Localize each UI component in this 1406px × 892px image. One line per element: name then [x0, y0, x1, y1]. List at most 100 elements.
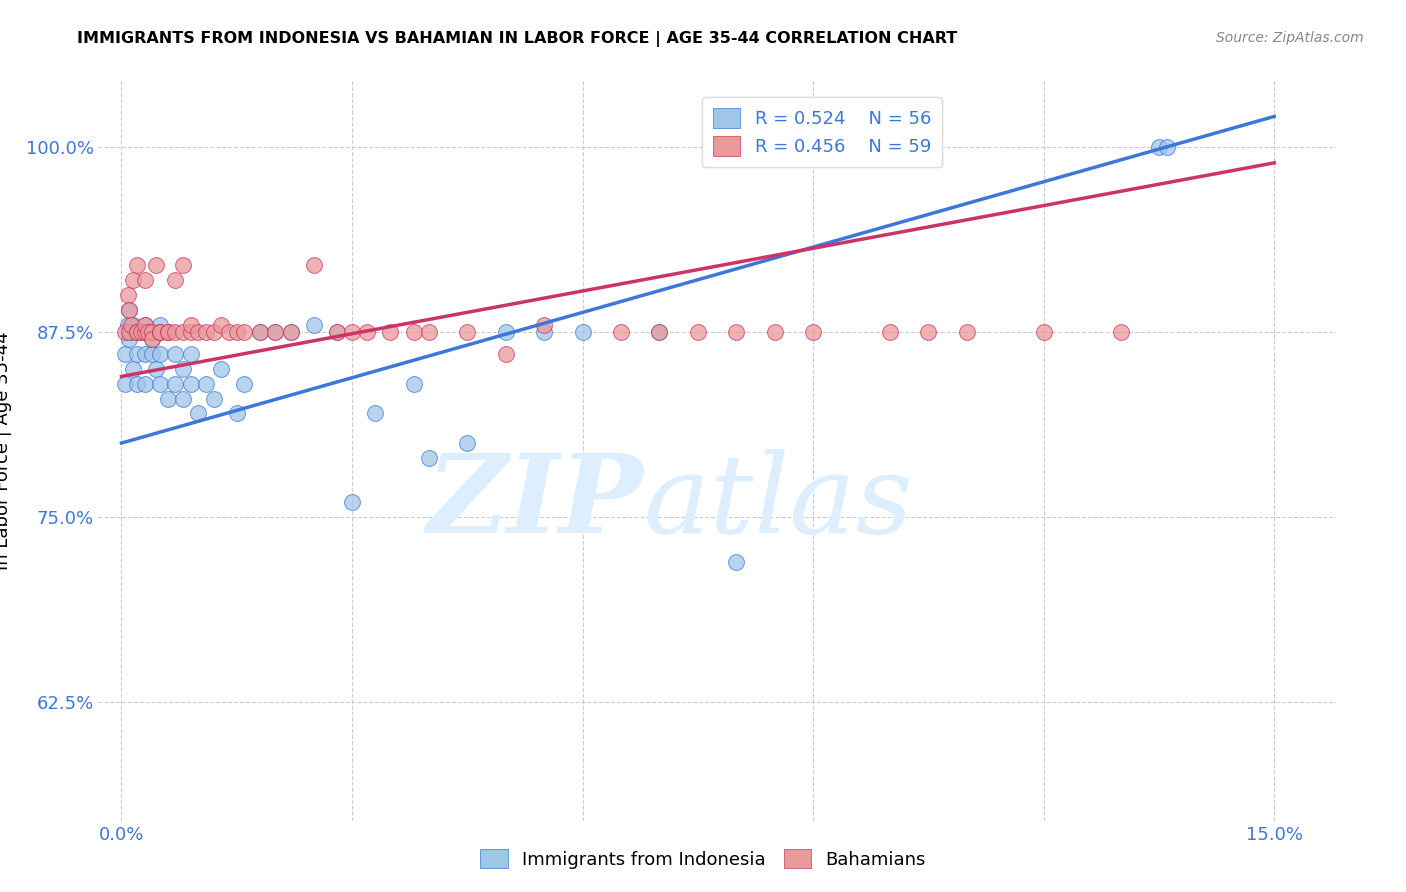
- Point: [120, 318, 142, 332]
- Point: [125, 258, 148, 272]
- Point: [195, 325, 218, 339]
- Point: [118, 325, 141, 339]
- Point: [165, 347, 187, 361]
- Point: [218, 325, 240, 339]
- Point: [114, 325, 136, 339]
- Point: [125, 347, 148, 361]
- Point: [172, 362, 194, 376]
- Point: [456, 325, 478, 339]
- Point: [187, 325, 209, 339]
- Point: [122, 273, 145, 287]
- Point: [141, 325, 163, 339]
- Point: [187, 407, 209, 421]
- Point: [763, 325, 786, 339]
- Point: [302, 318, 325, 332]
- Point: [125, 325, 148, 339]
- Point: [418, 325, 440, 339]
- Point: [280, 325, 302, 339]
- Point: [917, 325, 939, 339]
- Point: [280, 325, 302, 339]
- Point: [209, 362, 232, 376]
- Point: [180, 376, 202, 391]
- Point: [118, 302, 141, 317]
- Point: [264, 325, 287, 339]
- Point: [134, 318, 156, 332]
- Point: [340, 495, 363, 509]
- Point: [122, 318, 145, 332]
- Point: [141, 332, 163, 346]
- Point: [129, 325, 152, 339]
- Point: [725, 325, 748, 339]
- Point: [134, 376, 156, 391]
- Point: [117, 318, 139, 332]
- Point: [125, 376, 148, 391]
- Point: [356, 325, 378, 339]
- Point: [129, 325, 152, 339]
- Point: [156, 392, 179, 406]
- Point: [209, 318, 232, 332]
- Point: [149, 325, 172, 339]
- Point: [1156, 140, 1178, 154]
- Point: [165, 273, 187, 287]
- Point: [249, 325, 271, 339]
- Point: [141, 332, 163, 346]
- Point: [118, 332, 141, 346]
- Point: [418, 450, 440, 465]
- Text: IMMIGRANTS FROM INDONESIA VS BAHAMIAN IN LABOR FORCE | AGE 35-44 CORRELATION CHA: IMMIGRANTS FROM INDONESIA VS BAHAMIAN IN…: [77, 31, 957, 47]
- Text: atlas: atlas: [643, 449, 912, 556]
- Point: [172, 325, 194, 339]
- Point: [202, 325, 225, 339]
- Point: [149, 376, 172, 391]
- Point: [172, 258, 194, 272]
- Point: [134, 325, 156, 339]
- Point: [725, 555, 748, 569]
- Point: [264, 325, 287, 339]
- Point: [195, 376, 218, 391]
- Point: [801, 325, 824, 339]
- Point: [686, 325, 709, 339]
- Point: [233, 376, 256, 391]
- Point: [156, 325, 179, 339]
- Point: [495, 347, 517, 361]
- Point: [1147, 140, 1170, 154]
- Point: [134, 347, 156, 361]
- Point: [180, 325, 202, 339]
- Text: Source: ZipAtlas.com: Source: ZipAtlas.com: [1216, 31, 1364, 45]
- Point: [879, 325, 901, 339]
- Point: [402, 325, 425, 339]
- Point: [145, 362, 167, 376]
- Point: [156, 325, 179, 339]
- Point: [165, 325, 187, 339]
- Point: [180, 347, 202, 361]
- Point: [156, 325, 179, 339]
- Point: [648, 325, 671, 339]
- Point: [302, 258, 325, 272]
- Point: [225, 407, 247, 421]
- Point: [1032, 325, 1054, 339]
- Point: [364, 407, 387, 421]
- Point: [956, 325, 979, 339]
- Point: [249, 325, 271, 339]
- Point: [1109, 325, 1132, 339]
- Point: [117, 288, 139, 302]
- Point: [456, 436, 478, 450]
- Point: [233, 325, 256, 339]
- Y-axis label: In Labor Force | Age 35-44: In Labor Force | Age 35-44: [0, 331, 11, 570]
- Point: [380, 325, 402, 339]
- Point: [533, 325, 555, 339]
- Point: [138, 325, 160, 339]
- Point: [610, 325, 633, 339]
- Legend: R = 0.524    N = 56, R = 0.456    N = 59: R = 0.524 N = 56, R = 0.456 N = 59: [703, 96, 942, 168]
- Point: [134, 273, 156, 287]
- Point: [134, 325, 156, 339]
- Text: ZIP: ZIP: [426, 449, 643, 556]
- Point: [118, 302, 141, 317]
- Point: [141, 325, 163, 339]
- Point: [172, 392, 194, 406]
- Point: [122, 362, 145, 376]
- Point: [114, 376, 136, 391]
- Point: [571, 325, 593, 339]
- Point: [340, 325, 363, 339]
- Legend: Immigrants from Indonesia, Bahamians: Immigrants from Indonesia, Bahamians: [474, 842, 932, 876]
- Point: [648, 325, 671, 339]
